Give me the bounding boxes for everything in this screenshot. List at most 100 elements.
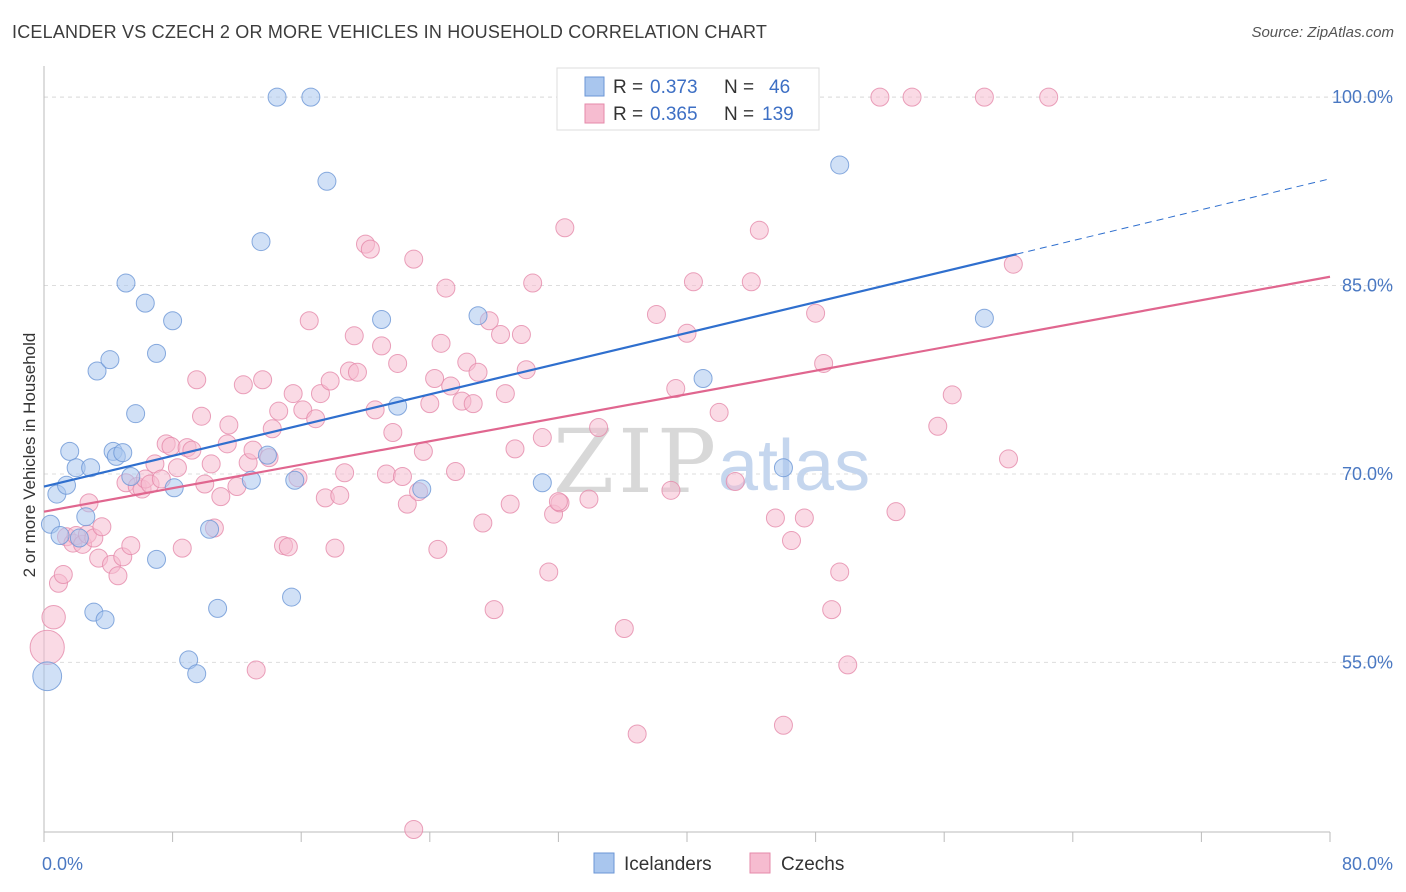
czech-point bbox=[555, 218, 575, 238]
legend-r-value-icelanders: 0.373 bbox=[650, 77, 698, 98]
x-tick-label: 0.0% bbox=[42, 854, 83, 874]
series-czechs bbox=[29, 87, 1059, 839]
czech-point bbox=[344, 326, 364, 346]
czech-point bbox=[404, 819, 424, 839]
icelander-point bbox=[830, 155, 850, 175]
czech-point bbox=[781, 531, 801, 551]
bottom-legend-swatch-czechs bbox=[749, 852, 771, 874]
icelander-point bbox=[87, 361, 107, 381]
legend-r-label: R = bbox=[613, 104, 643, 125]
czech-point bbox=[246, 660, 266, 680]
czech-point bbox=[579, 489, 599, 509]
czech-point bbox=[192, 406, 212, 426]
icelander-point bbox=[163, 311, 183, 331]
icelander-point bbox=[116, 273, 136, 293]
czech-point bbox=[500, 494, 520, 514]
x-tick-labels: 0.0% 80.0% bbox=[42, 854, 1393, 874]
y-tick-label: 85.0% bbox=[1342, 276, 1393, 296]
czech-point bbox=[446, 461, 466, 481]
czech-point bbox=[187, 370, 207, 390]
czech-point bbox=[278, 537, 298, 557]
icelander-point bbox=[301, 87, 321, 107]
icelander-point bbox=[241, 470, 261, 490]
czech-point bbox=[335, 463, 355, 483]
icelander-point bbox=[532, 473, 552, 493]
czech-point bbox=[725, 472, 745, 492]
icelander-point bbox=[32, 661, 63, 692]
czech-point bbox=[388, 353, 408, 373]
icelander-point bbox=[974, 308, 994, 328]
czech-point bbox=[320, 371, 340, 391]
czech-point bbox=[548, 492, 568, 512]
czech-point bbox=[974, 87, 994, 107]
czech-point bbox=[383, 423, 403, 443]
legend-n-label: N = bbox=[724, 77, 754, 98]
czech-point bbox=[942, 385, 962, 405]
czech-point bbox=[473, 513, 493, 533]
series-icelanders bbox=[32, 87, 994, 692]
icelander-point bbox=[187, 664, 207, 684]
czech-point bbox=[666, 379, 686, 399]
czech-point bbox=[41, 604, 66, 630]
icelander-point bbox=[126, 404, 146, 424]
icelander-point bbox=[468, 306, 488, 326]
icelander-point bbox=[147, 549, 167, 569]
czech-point bbox=[431, 333, 451, 353]
legend-r-label: R = bbox=[613, 77, 643, 98]
bottom-legend: Icelanders Czechs bbox=[593, 852, 844, 875]
czech-point bbox=[29, 629, 65, 665]
legend-swatch-icelanders bbox=[584, 76, 605, 97]
czech-point bbox=[463, 394, 483, 414]
icelander-point bbox=[135, 293, 155, 313]
czech-point bbox=[53, 564, 73, 584]
czech-point bbox=[108, 566, 128, 586]
czech-point bbox=[794, 508, 814, 528]
czech-point bbox=[325, 538, 345, 558]
czech-point bbox=[233, 375, 253, 395]
czech-point bbox=[838, 655, 858, 675]
czech-point bbox=[539, 562, 559, 582]
czech-point bbox=[372, 336, 392, 356]
icelanders-trend-extension bbox=[1016, 178, 1331, 255]
icelander-point bbox=[69, 528, 89, 548]
legend-swatch-czechs bbox=[584, 103, 605, 124]
czech-point bbox=[201, 454, 221, 474]
czech-point bbox=[484, 600, 504, 620]
czech-point bbox=[806, 303, 826, 323]
legend-n-value-czechs: 139 bbox=[762, 104, 794, 125]
czech-point bbox=[646, 304, 666, 324]
icelander-point bbox=[95, 610, 115, 630]
czech-point bbox=[376, 464, 396, 484]
icelander-point bbox=[317, 171, 337, 191]
icelander-point bbox=[147, 343, 167, 363]
czech-point bbox=[299, 311, 319, 331]
czech-point bbox=[822, 600, 842, 620]
czech-point bbox=[683, 272, 703, 292]
trend-lines bbox=[43, 178, 1331, 513]
czech-point bbox=[491, 325, 511, 345]
icelander-point bbox=[200, 519, 220, 539]
czech-point bbox=[870, 87, 890, 107]
czech-point bbox=[172, 538, 192, 558]
czech-point bbox=[523, 273, 543, 293]
icelander-point bbox=[251, 232, 271, 252]
y-tick-labels: 55.0% 70.0% 85.0% 100.0% bbox=[1332, 87, 1393, 672]
y-axis-label: 2 or more Vehicles in Household bbox=[20, 333, 39, 578]
czech-point bbox=[167, 458, 187, 478]
icelander-point bbox=[282, 587, 302, 607]
czech-point bbox=[468, 362, 488, 382]
czech-point bbox=[614, 618, 634, 638]
czech-point bbox=[428, 539, 448, 559]
czech-point bbox=[589, 418, 609, 438]
icelander-point bbox=[773, 458, 793, 478]
axes bbox=[43, 66, 1331, 842]
czech-point bbox=[1039, 87, 1059, 107]
czech-point bbox=[830, 562, 850, 582]
czech-point bbox=[902, 87, 922, 107]
icelander-point bbox=[693, 369, 713, 389]
czech-point bbox=[269, 401, 289, 421]
czech-point bbox=[709, 402, 729, 422]
y-tick-label: 55.0% bbox=[1342, 652, 1393, 672]
icelander-point bbox=[121, 466, 141, 486]
